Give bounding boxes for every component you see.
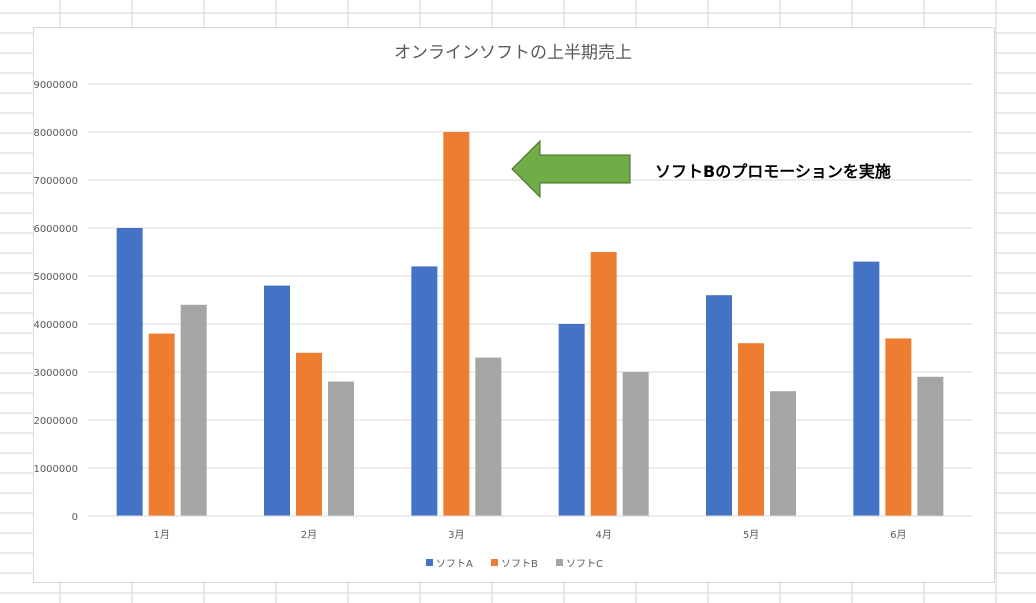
bar[interactable] <box>180 304 207 516</box>
bar[interactable] <box>622 372 649 516</box>
y-tick-label: 2000000 <box>33 416 78 427</box>
bar[interactable] <box>443 132 470 516</box>
y-tick-label: 4000000 <box>33 320 78 331</box>
y-tick-label: 6000000 <box>33 224 78 235</box>
legend-swatch <box>491 559 498 566</box>
legend-swatch <box>426 559 433 566</box>
annotation: ソフトBのプロモーションを実施 <box>511 139 891 199</box>
bar[interactable] <box>885 338 912 516</box>
x-tick-label: 6月 <box>890 529 906 541</box>
legend-label: ソフトC <box>566 559 603 570</box>
x-tick-label: 5月 <box>743 529 759 541</box>
x-axis-ticks: 1月 2月 3月 4月 5月 6月 <box>153 529 906 541</box>
bar[interactable] <box>706 295 732 516</box>
gridlines <box>88 83 972 469</box>
y-axis-ticks: 0 1000000 2000000 3000000 4000000 5000000 6000… <box>33 80 78 523</box>
y-tick-label: 9000000 <box>33 80 78 91</box>
y-tick-label: 1000000 <box>33 464 78 475</box>
y-tick-label: 5000000 <box>33 272 78 283</box>
bar[interactable] <box>770 391 796 516</box>
bars <box>116 132 944 516</box>
y-tick-label: 3000000 <box>33 368 78 379</box>
bar[interactable] <box>264 285 290 516</box>
y-tick-label: 8000000 <box>33 128 78 139</box>
x-tick-label: 1月 <box>153 529 169 541</box>
legend-swatch <box>556 559 563 566</box>
x-tick-label: 3月 <box>448 529 464 541</box>
chart-title: オンラインソフトの上半期売上 <box>394 43 632 63</box>
bar[interactable] <box>328 381 354 516</box>
bar[interactable] <box>411 266 438 516</box>
y-tick-label: 0 <box>72 512 78 523</box>
x-tick-label: 2月 <box>301 529 317 541</box>
bar[interactable] <box>853 261 880 516</box>
legend: ソフトA ソフトB ソフトC <box>426 559 603 570</box>
bar[interactable] <box>116 228 143 516</box>
bar[interactable] <box>475 357 502 516</box>
left-arrow-shape[interactable] <box>511 139 631 199</box>
bar[interactable] <box>590 252 617 516</box>
bar[interactable] <box>738 343 764 516</box>
legend-label: ソフトB <box>501 559 538 570</box>
annotation-text[interactable]: ソフトBのプロモーションを実施 <box>655 162 891 181</box>
bar[interactable] <box>917 376 944 516</box>
bar[interactable] <box>558 324 585 516</box>
bar[interactable] <box>148 333 175 516</box>
x-tick-label: 4月 <box>595 529 611 541</box>
legend-label: ソフトA <box>436 559 473 570</box>
y-tick-label: 7000000 <box>33 176 78 187</box>
bar[interactable] <box>296 352 322 516</box>
